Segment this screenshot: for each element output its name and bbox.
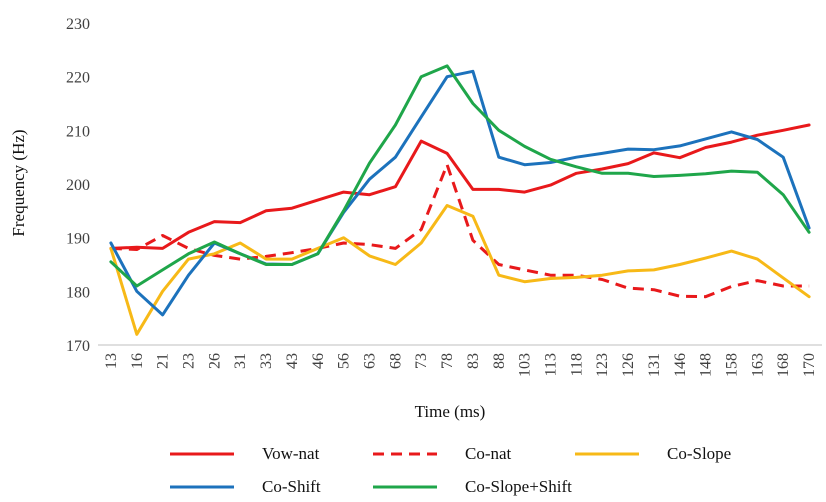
x-tick-label: 148 — [698, 353, 715, 377]
series-line-co-slope — [109, 204, 811, 336]
y-tick-label: 200 — [66, 177, 90, 194]
y-tick-label: 190 — [66, 231, 90, 248]
legend-label: Co-Shift — [262, 477, 321, 496]
x-tick-label: 26 — [206, 353, 223, 369]
x-tick-label: 103 — [517, 353, 534, 377]
legend-item: Vow-nat — [170, 444, 320, 463]
series-line-co-nat — [110, 163, 810, 299]
x-tick-label: 21 — [155, 353, 172, 369]
x-tick-label: 73 — [413, 353, 430, 369]
series-line-co-slope-shift — [109, 64, 811, 288]
x-tick-label: 118 — [568, 353, 585, 376]
x-tick-label: 16 — [129, 353, 146, 369]
x-tick-label: 146 — [672, 353, 689, 377]
x-tick-label: 56 — [336, 353, 353, 369]
x-tick-label: 158 — [724, 353, 741, 377]
x-tick-label: 68 — [387, 353, 404, 369]
legend-label: Co-Slope+Shift — [465, 477, 572, 496]
y-axis-ticks: 170 180 190 200 210 220 230 — [66, 16, 90, 355]
x-tick-label: 78 — [439, 353, 456, 369]
x-tick-label: 163 — [749, 353, 766, 377]
x-axis-ticks: 13 16 21 23 26 31 33 43 46 56 63 68 73 78 83 88 103 113 11… — [103, 353, 818, 377]
y-tick-label: 210 — [66, 123, 90, 140]
x-tick-label: 168 — [775, 353, 792, 377]
y-axis-title: Frequency (Hz) — [9, 129, 28, 236]
legend-label: Co-Slope — [667, 444, 731, 463]
y-tick-label: 180 — [66, 284, 90, 301]
legend: Vow-nat Co-nat Co-Slope Co-Shift Co-Slope+Sh… — [170, 444, 731, 496]
legend-label: Vow-nat — [262, 444, 320, 463]
x-tick-label: 63 — [362, 353, 379, 369]
x-tick-label: 46 — [310, 353, 327, 369]
series-layer — [109, 64, 811, 336]
series-line-vow-nat — [109, 123, 811, 250]
x-tick-label: 31 — [232, 353, 249, 369]
x-axis-title: Time (ms) — [415, 402, 486, 421]
y-tick-label: 230 — [66, 16, 90, 33]
x-tick-label: 83 — [465, 353, 482, 369]
series-line-co-shift — [109, 69, 811, 317]
legend-item: Co-Slope — [575, 444, 731, 463]
x-tick-label: 23 — [181, 353, 198, 369]
x-tick-label: 13 — [103, 353, 120, 369]
legend-item: Co-Shift — [170, 477, 321, 496]
x-tick-label: 113 — [543, 353, 560, 376]
x-tick-label: 123 — [594, 353, 611, 377]
x-tick-label: 43 — [284, 353, 301, 369]
y-tick-label: 220 — [66, 70, 90, 87]
x-tick-label: 126 — [620, 353, 637, 377]
x-tick-label: 33 — [258, 353, 275, 369]
x-tick-label: 88 — [491, 353, 508, 369]
x-tick-label: 131 — [646, 353, 663, 377]
x-tick-label: 170 — [801, 353, 818, 377]
y-tick-label: 170 — [66, 338, 90, 355]
legend-item: Co-nat — [373, 444, 512, 463]
legend-label: Co-nat — [465, 444, 512, 463]
legend-item: Co-Slope+Shift — [373, 477, 572, 496]
